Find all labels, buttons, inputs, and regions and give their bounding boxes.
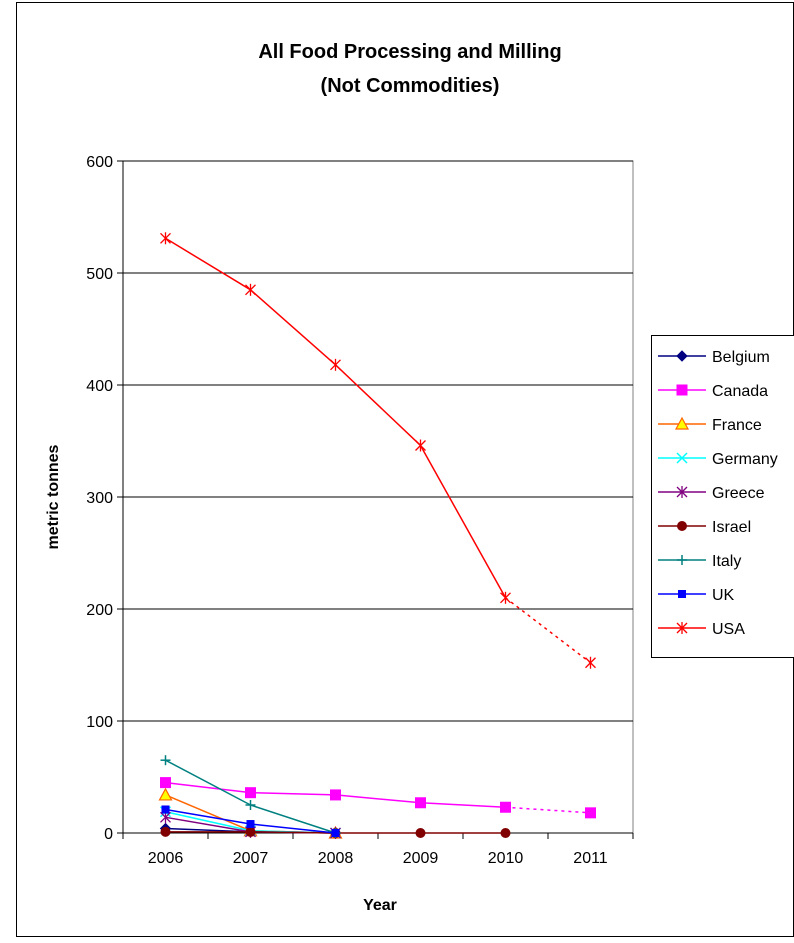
x-tick-label: 2006 <box>148 850 184 867</box>
legend-label: Israel <box>712 519 751 536</box>
data-point-israel <box>161 827 170 836</box>
data-point-israel <box>246 827 255 836</box>
data-point-uk <box>247 821 254 828</box>
legend-marker <box>678 522 687 531</box>
x-tick-label: 2007 <box>233 850 269 867</box>
legend-marker <box>679 591 686 598</box>
data-point-uk <box>332 830 339 837</box>
legend-label: Greece <box>712 485 765 502</box>
legend: Belgium Canada France Germany Greece Israel It… <box>652 336 794 658</box>
x-tick-label: 2008 <box>318 850 354 867</box>
data-point-israel <box>501 829 510 838</box>
data-point-canada <box>331 790 341 800</box>
y-tick-label: 200 <box>86 602 113 619</box>
legend-label: Belgium <box>712 349 770 366</box>
legend-label: Italy <box>712 553 741 570</box>
data-point-canada <box>246 788 256 798</box>
y-tick-label: 0 <box>104 826 113 843</box>
x-axis-label: Year <box>363 897 397 914</box>
data-point-canada <box>161 778 171 788</box>
chart-title-line1: All Food Processing and Milling <box>258 41 561 63</box>
legend-label: Germany <box>712 451 778 468</box>
legend-marker <box>677 385 687 395</box>
x-tick-label: 2010 <box>488 850 524 867</box>
data-point-israel <box>416 829 425 838</box>
y-axis-label: metric tonnes <box>45 444 62 549</box>
legend-label: France <box>712 417 762 434</box>
y-tick-label: 600 <box>86 154 113 171</box>
y-tick-label: 400 <box>86 378 113 395</box>
data-point-canada <box>586 808 596 818</box>
chart-title-line2: (Not Commodities) <box>321 75 500 97</box>
y-tick-label: 100 <box>86 714 113 731</box>
legend-label: UK <box>712 587 735 604</box>
data-point-canada <box>416 798 426 808</box>
legend-label: Canada <box>712 383 768 400</box>
x-tick-label: 2009 <box>403 850 439 867</box>
data-point-canada <box>501 802 511 812</box>
y-tick-label: 500 <box>86 266 113 283</box>
legend-label: USA <box>712 621 745 638</box>
data-point-uk <box>162 806 169 813</box>
x-tick-label: 2011 <box>573 850 608 867</box>
y-tick-label: 300 <box>86 490 113 507</box>
